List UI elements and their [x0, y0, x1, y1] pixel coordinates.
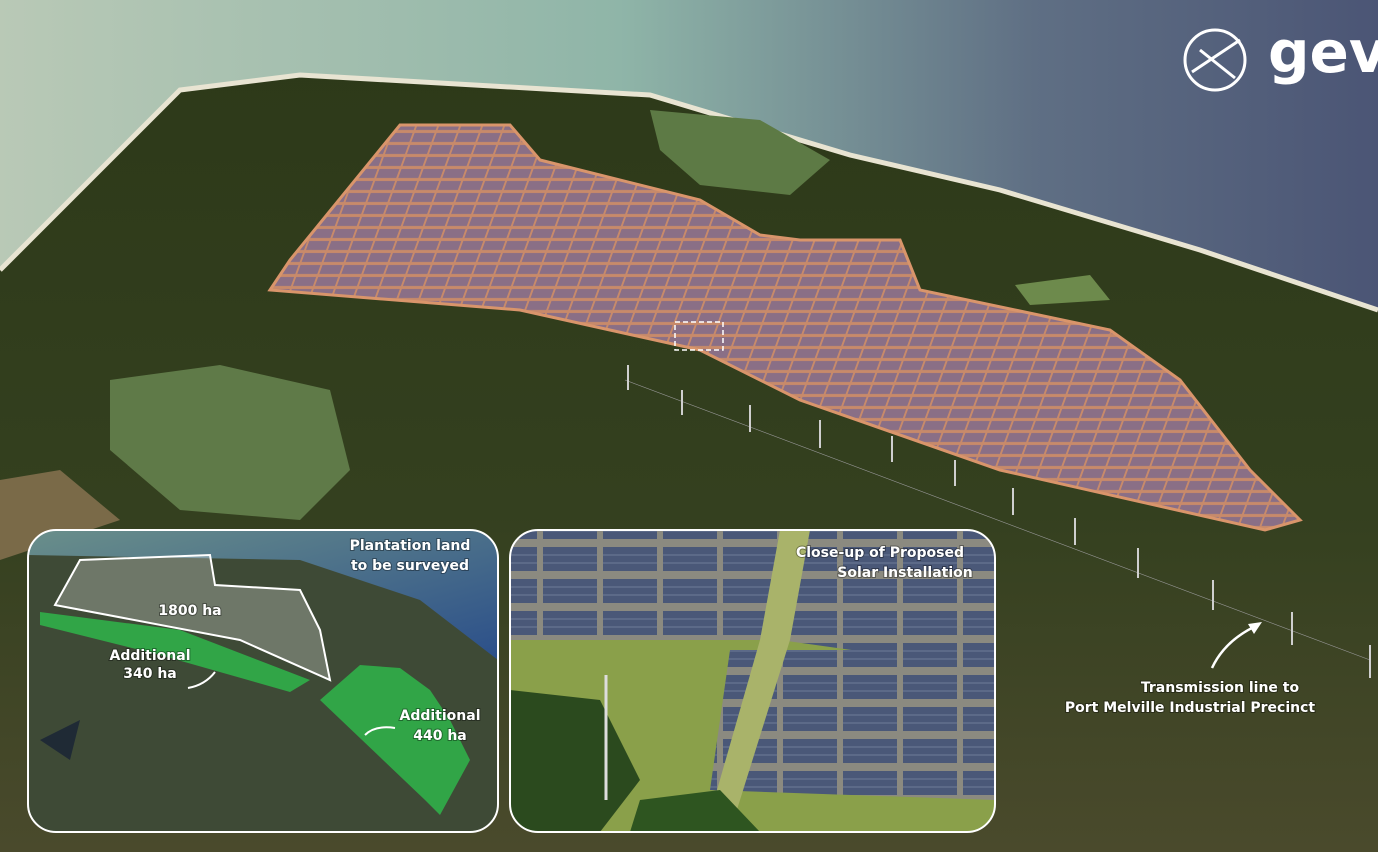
transmission-line [624, 365, 1371, 678]
annotation: Transmission line to [1141, 680, 1300, 696]
area-label: Additional [110, 648, 191, 664]
inset-sea [28, 530, 498, 660]
logo: gev [1183, 18, 1378, 92]
inset-title: to be surveyed [351, 558, 469, 574]
area-label: 440 ha [413, 728, 467, 744]
inset-closeup: Close-up of Proposed Solar Installation [510, 530, 995, 832]
arrow-head [1248, 622, 1262, 634]
logo-icon [1191, 38, 1241, 80]
inset-title: Close-up of Proposed [796, 545, 964, 561]
clearing [1015, 275, 1110, 305]
area-340 [40, 612, 310, 692]
area-440 [320, 665, 470, 815]
inset-frame [27, 529, 499, 833]
arrow [364, 726, 396, 736]
inset-title: Plantation land [350, 538, 471, 554]
area-label: Additional [400, 708, 481, 724]
solar-blocks [710, 650, 995, 800]
arrow [187, 671, 216, 689]
logo-text: gev [1268, 18, 1378, 86]
inset-map: Plantation land to be surveyed 1800 ha A… [28, 530, 498, 832]
logo-icon [1183, 28, 1247, 92]
inset-frame [509, 529, 996, 833]
clearing [650, 110, 830, 195]
annotation: Port Melville Industrial Precinct [1065, 700, 1316, 716]
inset-title: Solar Installation [837, 565, 973, 581]
closeup-marker [674, 321, 724, 351]
solar-farm [267, 123, 1303, 532]
inset-water [40, 720, 80, 760]
area-outline [53, 553, 332, 682]
wetland [110, 365, 350, 520]
trees [630, 790, 760, 832]
road [705, 530, 810, 832]
area-label: 340 ha [123, 666, 177, 682]
clearing [0, 470, 120, 560]
area-label: 1800 ha [158, 603, 221, 619]
solar-blocks [510, 530, 995, 670]
